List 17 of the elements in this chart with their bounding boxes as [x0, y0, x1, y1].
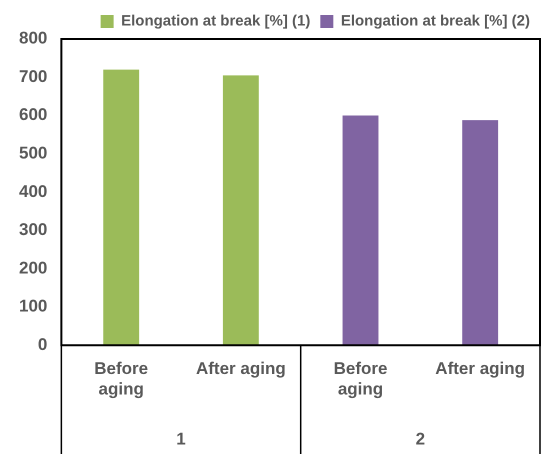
y-tick-label: 300 [18, 220, 48, 240]
text: 2 [416, 430, 426, 449]
y-tick-label: 700 [18, 66, 48, 86]
x-tick-label: Before aging [334, 359, 388, 398]
y-tick-label: 0 [38, 334, 48, 354]
x-tick-label: After aging [196, 359, 286, 378]
y-tick-label: 400 [18, 182, 48, 201]
x-tick-label: Before aging [94, 359, 148, 398]
y-tick-label: 100 [18, 296, 48, 316]
y-tick-label: 200 [18, 258, 48, 278]
x-tick-label: After aging [435, 359, 526, 378]
legend-label: Elongation at break [%] (2) [340, 12, 530, 30]
y-tick-label: 800 [18, 28, 48, 48]
legend-label: Elongation at break [%] (1) [121, 12, 310, 30]
y-tick-label: 600 [18, 105, 48, 124]
y-tick-label: 500 [18, 144, 48, 163]
text: 1 [176, 430, 186, 449]
